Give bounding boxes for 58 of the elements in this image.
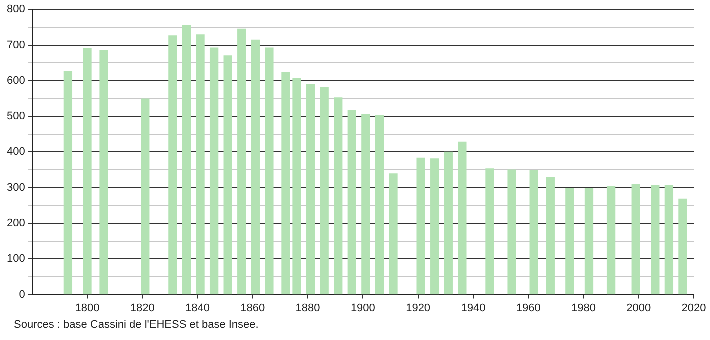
bar (238, 28, 246, 295)
bar (182, 24, 192, 295)
bar (100, 50, 108, 295)
bar (458, 142, 467, 295)
y-tick-label: 800 (6, 4, 26, 16)
bar (210, 48, 219, 295)
bar (168, 36, 178, 295)
x-tick-label: 1940 (461, 302, 486, 314)
y-tick-label: 600 (6, 74, 26, 87)
bar (362, 114, 370, 295)
bar (265, 48, 274, 295)
x-tick-label: 1920 (406, 302, 431, 314)
bar (678, 198, 688, 295)
bar (508, 170, 516, 295)
bar (389, 174, 398, 295)
source-note: Sources : base Cassini de l'EHESS et base Insee. (14, 318, 260, 332)
bar (348, 110, 356, 295)
bar (251, 40, 260, 295)
x-tick-label: 1840 (186, 302, 210, 314)
bar (664, 185, 674, 295)
bar (196, 34, 205, 295)
y-tick-label: 100 (6, 253, 26, 266)
bar (632, 184, 640, 295)
x-tick-label: 1900 (350, 302, 376, 314)
bar (292, 78, 302, 295)
x-tick-label: 2020 (682, 302, 706, 314)
y-tick-label: 500 (6, 110, 26, 123)
x-tick-label: 1980 (571, 302, 596, 314)
bar (306, 84, 316, 295)
bar (546, 178, 555, 295)
bar (530, 170, 538, 295)
y-tick-label: 0 (19, 288, 26, 301)
bar (486, 168, 494, 295)
bar (224, 56, 232, 295)
bar (64, 70, 73, 295)
bar (606, 186, 616, 295)
y-tick-label: 700 (6, 39, 26, 52)
bar (416, 158, 426, 295)
bar (430, 158, 440, 295)
x-tick-label: 1860 (240, 302, 266, 314)
bar (83, 48, 92, 295)
bar (320, 86, 329, 295)
bar (444, 152, 453, 295)
bar (141, 98, 150, 295)
y-tick-label: 300 (6, 182, 26, 194)
y-tick-label: 400 (6, 146, 26, 158)
bar (375, 116, 384, 295)
x-tick-label: 2000 (626, 302, 652, 314)
y-tick-label: 200 (6, 218, 26, 230)
x-tick-label: 1820 (130, 302, 155, 314)
x-tick-label: 1800 (75, 302, 100, 314)
bar (282, 72, 290, 295)
bar (584, 188, 594, 295)
x-tick-label: 1960 (516, 302, 541, 314)
bar (334, 98, 343, 295)
bar (566, 188, 574, 295)
bar (651, 185, 660, 295)
x-tick-label: 1880 (296, 302, 320, 314)
